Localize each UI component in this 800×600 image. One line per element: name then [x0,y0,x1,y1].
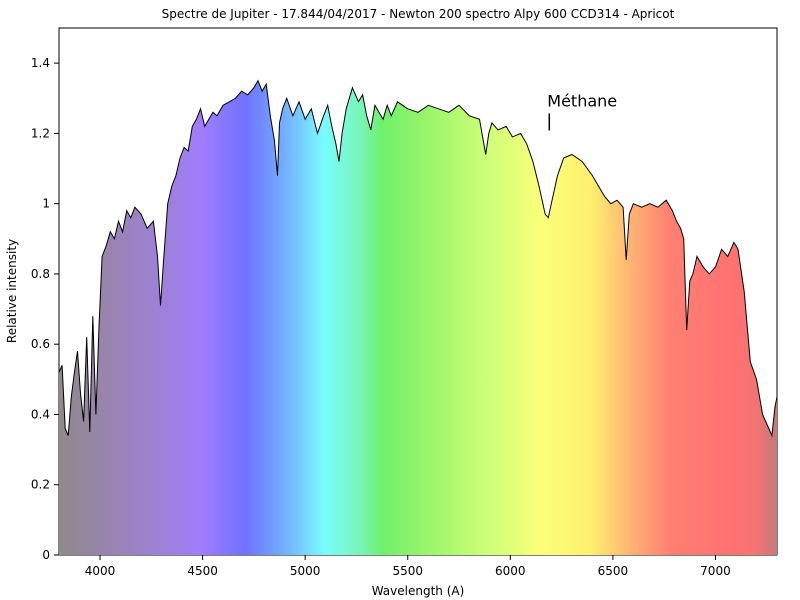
y-axis: 0 0.2 0.4 0.6 0.8 1 1.2 1.4 [31,56,59,562]
y-tick-label: 0.4 [31,407,50,421]
x-axis: 4000 4500 5000 5500 6000 6500 7000 [85,555,731,578]
x-tick-label: 4500 [187,564,218,578]
spectrum-line [58,79,778,438]
y-axis-title: Relative intensity [5,239,19,343]
y-tick-label: 0.8 [31,267,50,281]
annotation-label: Méthane [547,91,617,110]
x-tick-label: 4000 [85,564,116,578]
y-tick-label: 1.2 [31,126,50,140]
x-tick-label: 5500 [392,564,423,578]
chart-title: Spectre de Jupiter - 17.844/04/2017 - Ne… [162,7,675,21]
y-tick-label: 0.2 [31,478,50,492]
x-tick-label: 6000 [495,564,526,578]
y-tick-label: 1 [42,197,50,211]
y-tick-label: 0 [42,548,50,562]
x-tick-label: 6500 [598,564,629,578]
x-axis-title: Wavelength (A) [372,584,465,598]
annotations: Méthane [547,91,617,131]
y-tick-label: 1.4 [31,56,50,70]
x-tick-label: 5000 [290,564,321,578]
x-tick-label: 7000 [700,564,731,578]
y-tick-label: 0.6 [31,337,50,351]
spectrum-area [59,80,777,555]
